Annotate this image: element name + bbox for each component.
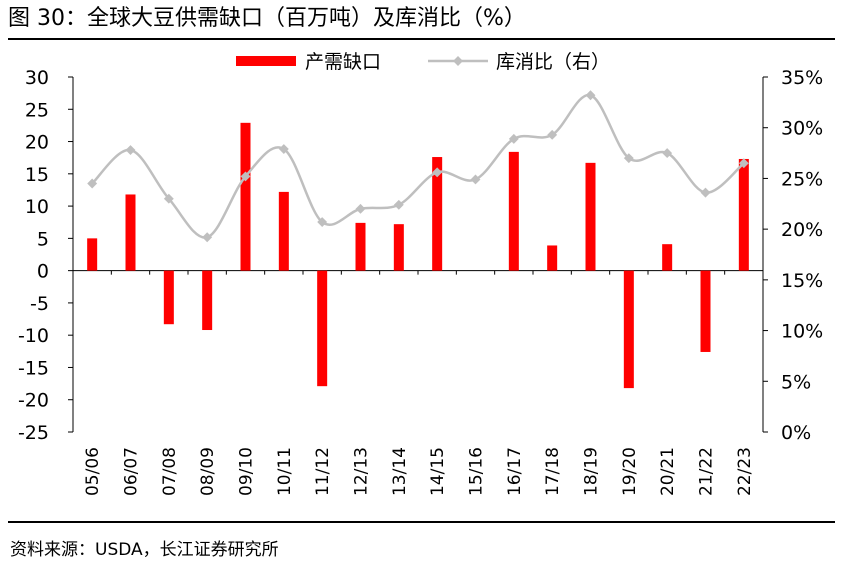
- left-tick-label: 20: [25, 132, 49, 154]
- line-point: [432, 167, 443, 178]
- left-tick-label: 30: [25, 67, 49, 89]
- bar: [623, 270, 634, 389]
- right-tick-label: 5%: [781, 371, 811, 393]
- bar: [87, 238, 98, 271]
- bar: [585, 162, 596, 271]
- chart: 30 25 20 15 10 5 0 -5 -10 -15 -20 -25 35% 30% 25% 20% 15…: [18, 51, 823, 496]
- line-point: [278, 144, 289, 154]
- left-tick-label: -20: [18, 390, 49, 412]
- bar: [662, 244, 673, 271]
- left-tick-label: 15: [25, 164, 49, 186]
- category-label: 18/19: [582, 447, 602, 496]
- category-label: 10/11: [275, 447, 295, 496]
- line-point: [585, 90, 596, 101]
- chart-legend: 产需缺口 库消比（右）: [236, 51, 610, 73]
- right-tick-label: 10%: [781, 321, 823, 343]
- bar: [547, 245, 558, 271]
- category-label: 15/16: [467, 447, 487, 496]
- line-point: [700, 187, 711, 198]
- category-label: 14/15: [428, 447, 448, 496]
- category-label: 09/10: [237, 447, 257, 496]
- page-title: 图 30：全球大豆供需缺口（百万吨）及库消比（%）: [8, 6, 526, 31]
- left-tick-label: 10: [25, 196, 49, 218]
- right-tick-label: 0%: [781, 422, 811, 444]
- bar: [163, 270, 174, 325]
- line-point: [547, 129, 558, 140]
- line-point: [163, 193, 174, 204]
- category-label: 05/06: [83, 447, 103, 496]
- bar: [125, 194, 136, 271]
- line-point: [623, 153, 634, 164]
- category-label: 13/14: [390, 447, 410, 496]
- chart-axes: 30 25 20 15 10 5 0 -5 -10 -15 -20 -25 35% 30% 25% 20% 15…: [18, 67, 823, 496]
- category-label: 07/08: [160, 447, 180, 496]
- line-series: [87, 90, 749, 243]
- category-label: 21/22: [697, 447, 717, 496]
- bar-series: [87, 122, 749, 389]
- bar: [317, 270, 328, 387]
- bar: [700, 270, 711, 352]
- line-point: [202, 232, 213, 243]
- line-point: [470, 174, 481, 185]
- legend-bar-label: 产需缺口: [305, 51, 381, 73]
- source-note: 资料来源：USDA，长江证券研究所: [10, 540, 279, 560]
- right-tick-label: 20%: [781, 219, 823, 241]
- bar: [355, 222, 366, 271]
- right-tick-label: 35%: [781, 67, 823, 89]
- legend-bar-swatch: [236, 56, 296, 66]
- bar: [393, 224, 404, 271]
- left-tick-label: -15: [18, 357, 49, 379]
- category-label: 06/07: [122, 447, 142, 496]
- bar: [278, 191, 289, 271]
- left-tick-label: -25: [18, 422, 49, 444]
- left-tick-label: 0: [37, 261, 49, 283]
- legend-line-marker: [453, 56, 463, 66]
- category-label: 08/09: [198, 447, 218, 496]
- left-tick-label: -5: [30, 293, 49, 315]
- bar: [508, 151, 519, 271]
- legend-line-label: 库消比（右）: [496, 51, 610, 73]
- bar: [240, 122, 251, 271]
- category-label: 12/13: [352, 447, 372, 496]
- right-tick-label: 25%: [781, 168, 823, 190]
- line-point: [355, 203, 366, 214]
- line-point: [87, 178, 98, 189]
- category-label: 17/18: [543, 447, 563, 496]
- left-tick-label: 25: [25, 99, 49, 121]
- bar: [432, 157, 443, 271]
- line-point: [317, 217, 328, 227]
- right-tick-label: 15%: [781, 270, 823, 292]
- left-tick-label: 5: [37, 228, 49, 250]
- line-point: [125, 145, 136, 155]
- line-path: [91, 93, 745, 239]
- line-point: [240, 171, 251, 182]
- category-label: 16/17: [505, 447, 525, 496]
- bar: [738, 158, 749, 271]
- line-point: [393, 199, 404, 210]
- category-label: 22/23: [735, 447, 755, 496]
- footer-rule: [8, 521, 835, 523]
- bar: [202, 270, 213, 331]
- title-rule: [8, 38, 835, 40]
- category-label: 20/21: [658, 447, 678, 496]
- category-label: 19/20: [620, 447, 640, 496]
- left-tick-label: -10: [18, 325, 49, 347]
- line-point: [662, 148, 673, 159]
- category-label: 11/12: [313, 447, 333, 496]
- right-tick-label: 30%: [781, 118, 823, 140]
- line-point: [738, 158, 749, 169]
